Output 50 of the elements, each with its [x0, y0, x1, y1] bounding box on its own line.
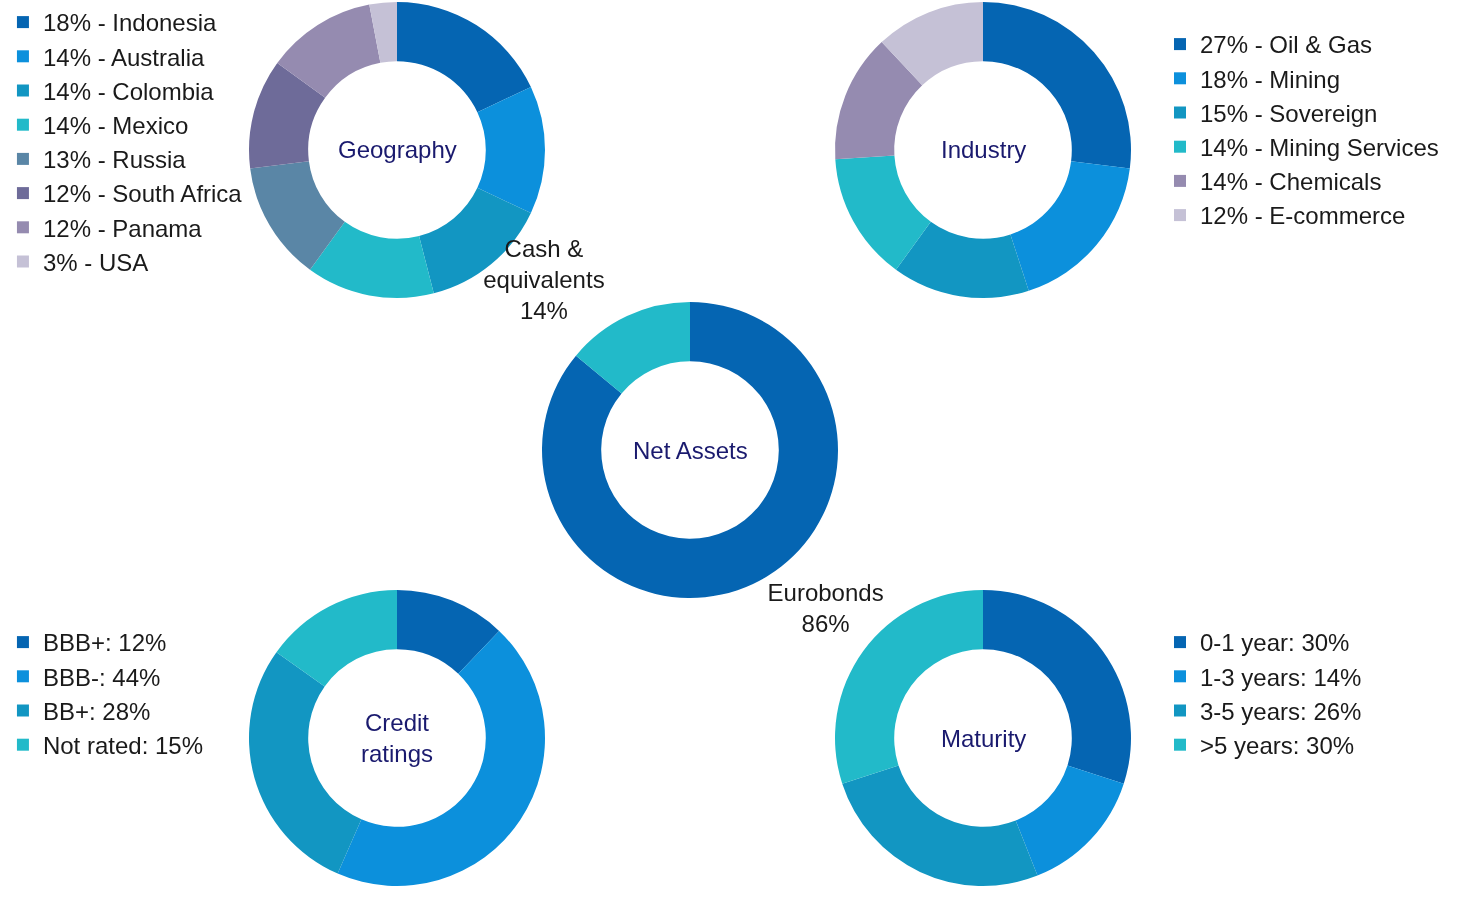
legend-label: >5 years: 30% [1200, 732, 1355, 760]
legend-label: 27% - Oil & Gas [1200, 31, 1373, 59]
data-label: 14% [519, 297, 568, 325]
legend-label: Not rated: 15% [42, 732, 204, 760]
donut-slice [896, 221, 1029, 298]
donut-slice [835, 42, 923, 160]
legend-label: 14% - Colombia [42, 77, 215, 105]
legend-label: 18% - Indonesia [42, 9, 218, 37]
legend-label: 3% - USA [42, 248, 149, 276]
legend-label: BBB-: 44% [42, 663, 161, 691]
legend-label: 1-3 years: 14% [1200, 663, 1362, 691]
slice-label: Cash & equivalents [483, 234, 605, 293]
legend-label: 14% - Australia [42, 43, 206, 71]
legend-label: 12% - E-commerce [1200, 202, 1406, 230]
donut-slice [249, 652, 362, 874]
legend-label: 0-1 year: 30% [1200, 629, 1350, 657]
slice-label: Eurobonds [767, 578, 884, 606]
legend-label: 14% - Chemicals [1200, 168, 1382, 196]
donut-slice [881, 2, 983, 86]
text: Industry [941, 136, 1027, 163]
legend-label: 14% - Mexico [42, 112, 189, 140]
legend-label: 18% - Mining [1200, 65, 1341, 93]
donut-slice [1010, 161, 1130, 291]
legend-label: 15% - Sovereign [1200, 99, 1378, 127]
legend-label: BBB+: 12% [42, 629, 167, 657]
legend-label: 3-5 years: 26% [1200, 697, 1362, 725]
legend-label: 12% - South Africa [42, 180, 243, 208]
donut-slice [397, 2, 531, 113]
donut-slice [1015, 765, 1124, 876]
donut-slice [835, 155, 931, 270]
donut-slice [249, 63, 326, 169]
donut-slice [369, 2, 397, 63]
text: Net Assets [633, 437, 748, 464]
donut-slice [575, 302, 690, 394]
legend-label: BB+: 28% [42, 697, 151, 725]
donut-slice [397, 590, 500, 674]
donut-slice [310, 221, 434, 298]
text: Geography [338, 136, 457, 163]
data-label: 86% [801, 609, 850, 637]
donut-slice [250, 161, 345, 270]
legend-label: 12% - Panama [42, 214, 203, 242]
text: Maturity [941, 725, 1027, 752]
donut-slice [277, 4, 381, 98]
legend-label: 13% - Russia [42, 146, 187, 174]
donut-slice [276, 590, 397, 687]
text: Credit ratings [361, 709, 434, 768]
donut-slice [477, 86, 545, 214]
donut-slice [842, 765, 1038, 886]
donut-slice [337, 630, 545, 886]
legend-label: 14% - Mining Services [1200, 134, 1439, 162]
